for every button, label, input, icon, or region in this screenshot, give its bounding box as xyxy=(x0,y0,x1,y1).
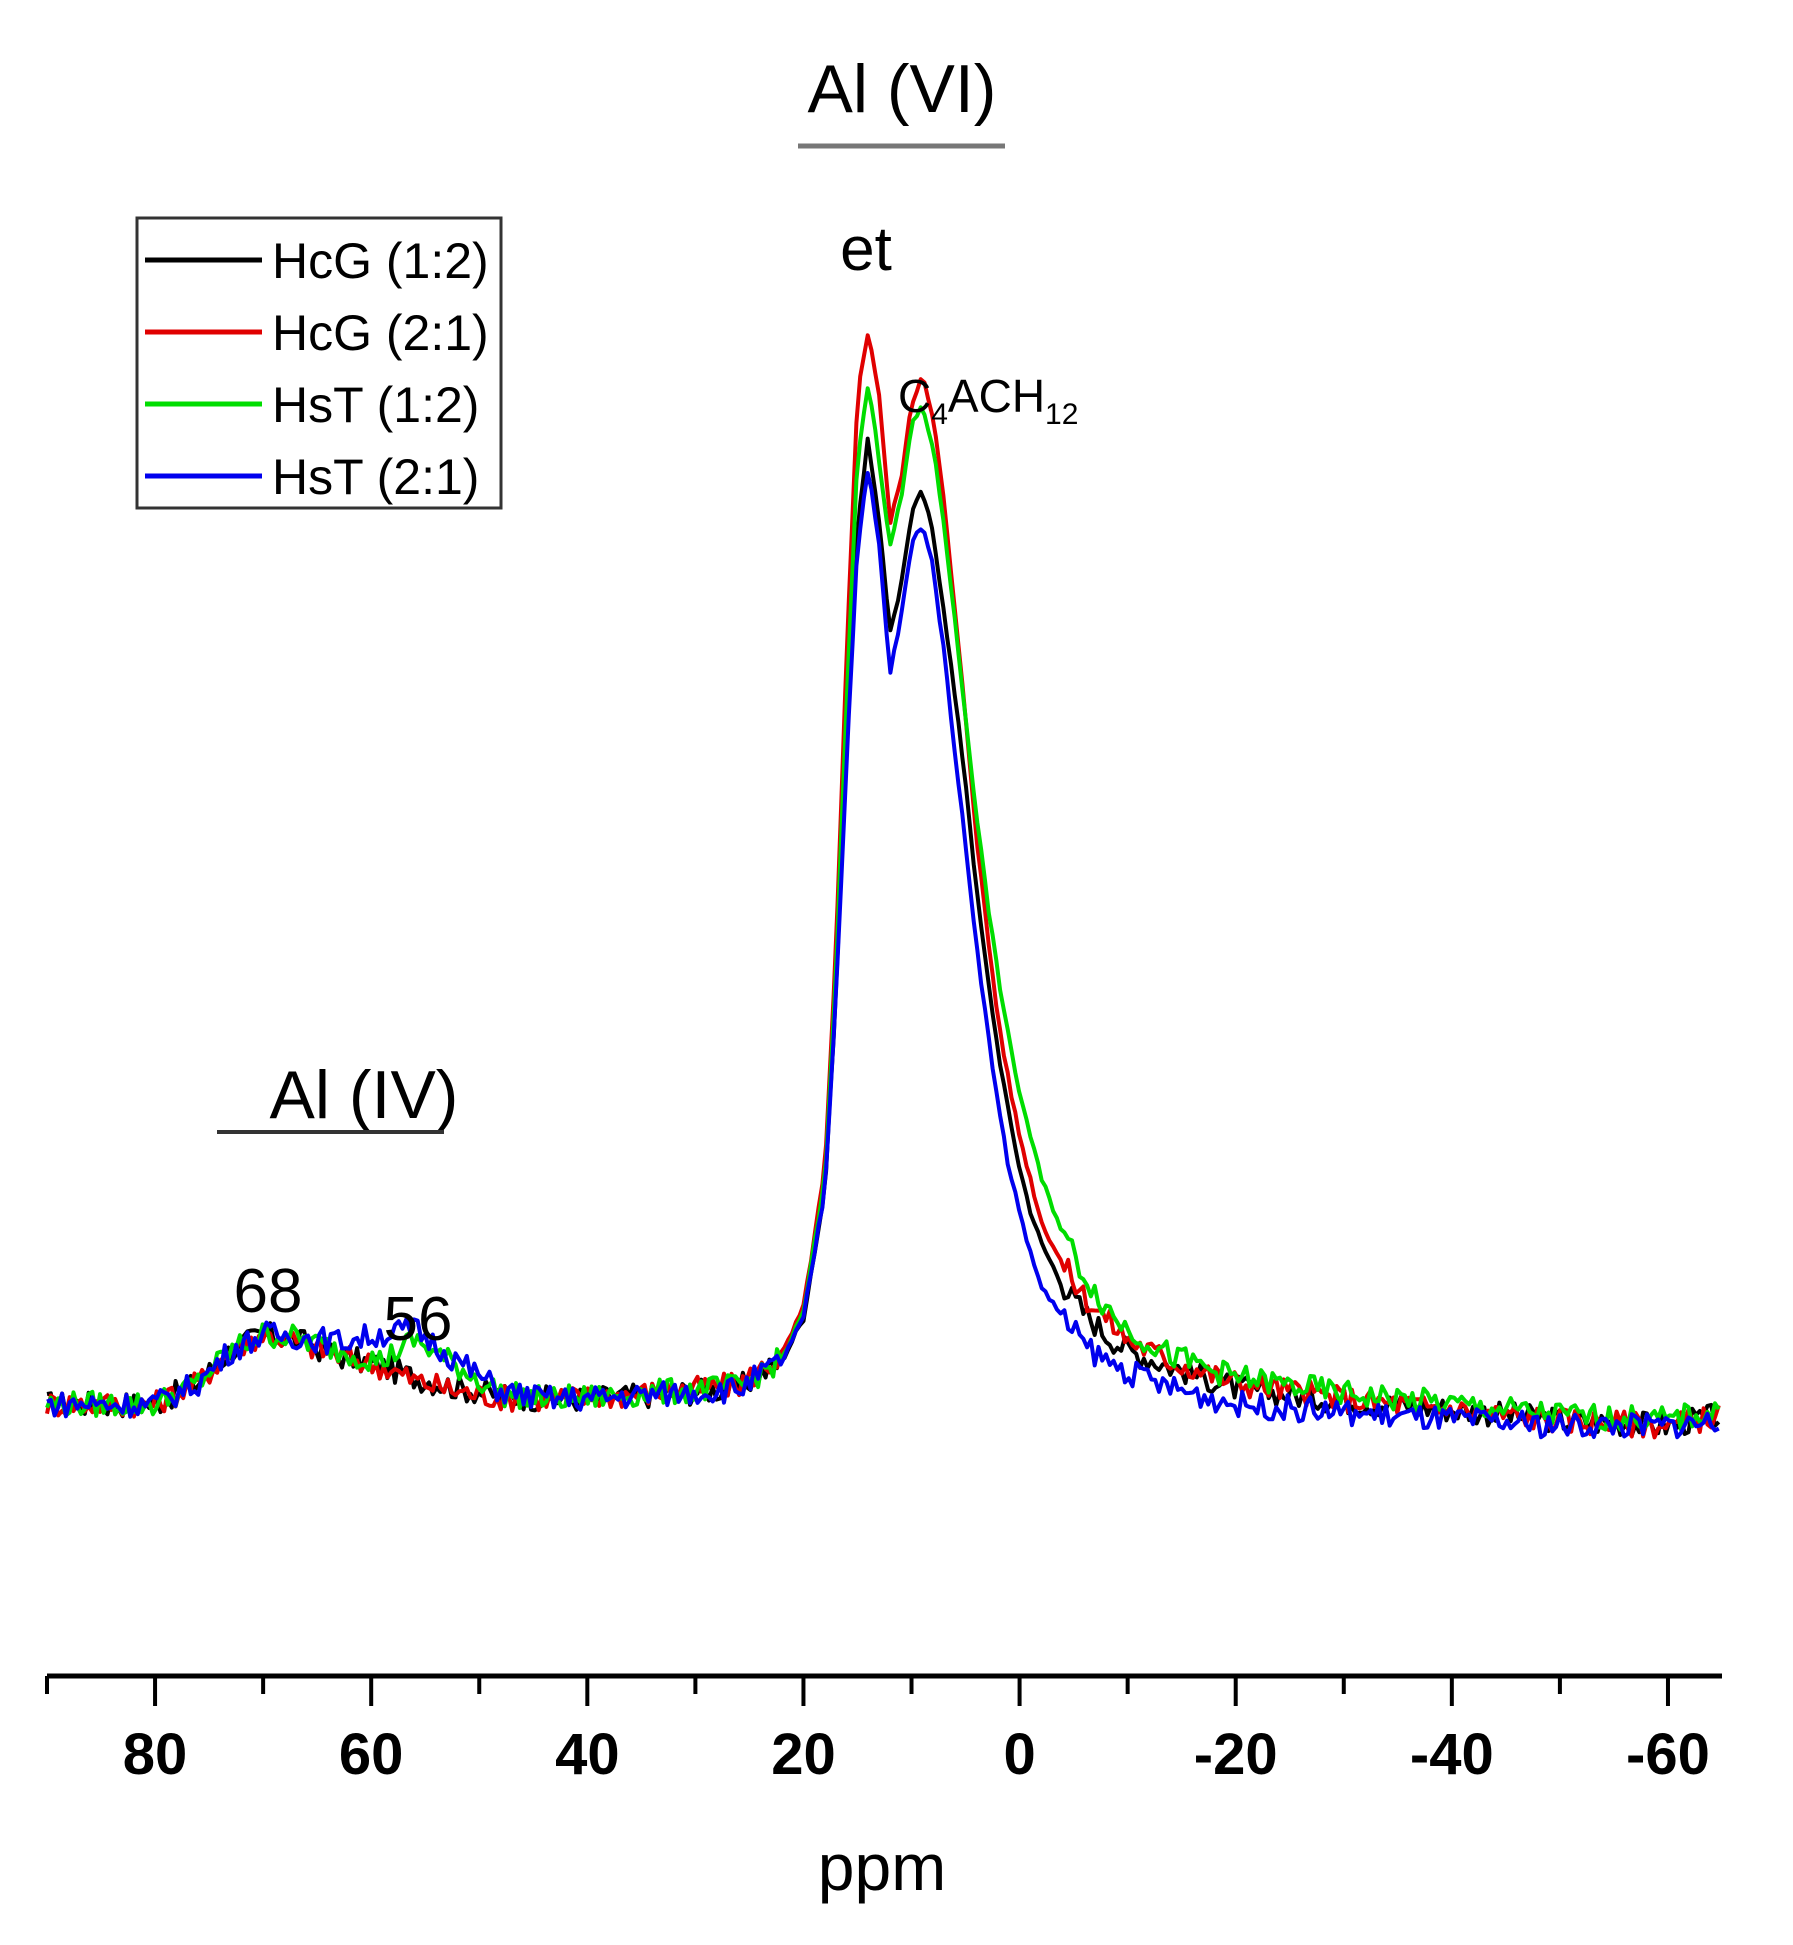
c4ach12-sub-12: 12 xyxy=(1045,398,1078,431)
x-tick-label: 40 xyxy=(555,1722,620,1787)
legend-label: HcG (2:1) xyxy=(272,305,489,361)
legend-label: HsT (2:1) xyxy=(272,449,479,505)
legend-label: HsT (1:2) xyxy=(272,377,479,433)
x-tick-label: -20 xyxy=(1194,1722,1278,1787)
c4ach12-c: C xyxy=(898,370,931,422)
legend-label: HcG (1:2) xyxy=(272,233,489,289)
x-tick-label: 20 xyxy=(771,1722,836,1787)
x-tick-label: 60 xyxy=(339,1722,404,1787)
al-iv-label: Al (IV) xyxy=(270,1057,459,1133)
x-tick-label: -60 xyxy=(1626,1722,1710,1787)
legend-box xyxy=(135,216,503,510)
legend: HcG (1:2) HcG (2:1) HsT (1:2) HsT (2:1) xyxy=(135,216,503,510)
series-group xyxy=(45,333,1721,1440)
et-label: et xyxy=(840,215,892,284)
x-tick-label: -40 xyxy=(1410,1722,1494,1787)
x-axis-label: ppm xyxy=(818,1830,946,1904)
x-tick-group: 80 60 40 20 0 -20 -40 -60 xyxy=(45,1676,1710,1787)
series-line-hst-2-1 xyxy=(46,471,1720,1440)
c4ach12-sub-4: 4 xyxy=(931,398,948,431)
peak-68-label: 68 xyxy=(234,1257,303,1326)
c4ach12-ach: ACH xyxy=(948,370,1045,422)
x-tick-label: 0 xyxy=(1003,1722,1035,1787)
al-vi-label: Al (VI) xyxy=(808,51,997,127)
c4ach12-label: C4ACH12 xyxy=(898,370,1078,431)
x-tick-label: 80 xyxy=(123,1722,188,1787)
legend-items: HcG (1:2) HcG (2:1) HsT (1:2) HsT (2:1) xyxy=(145,233,489,505)
peak-56-label: 56 xyxy=(384,1285,453,1354)
